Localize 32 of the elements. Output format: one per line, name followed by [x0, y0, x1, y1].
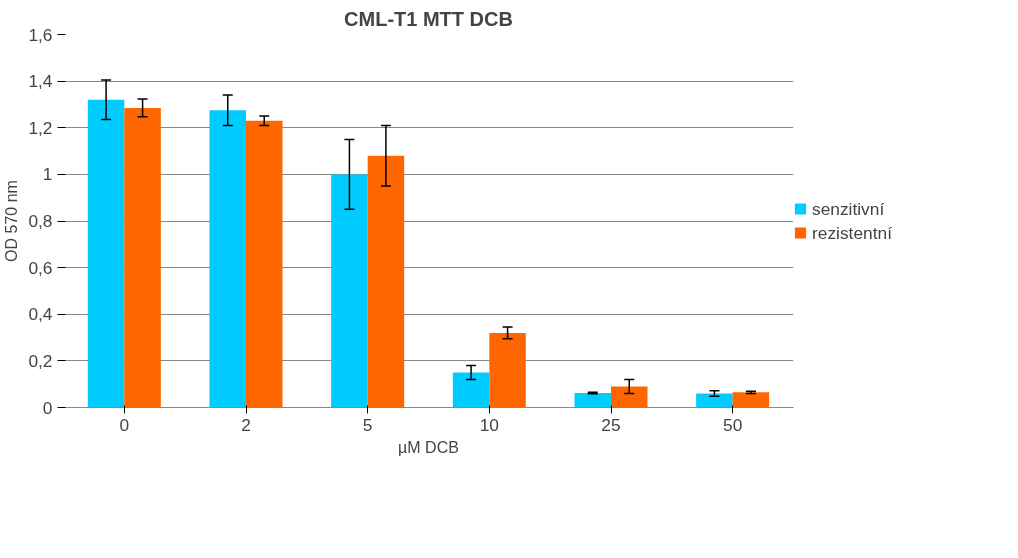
y-tick-label: 1,6: [28, 24, 53, 45]
bar: [209, 110, 246, 408]
x-tick-label: 10: [479, 414, 499, 435]
x-tick-label: 2: [241, 414, 251, 435]
bar: [124, 107, 161, 408]
legend-label: rezistentní: [812, 222, 892, 243]
x-tick-label: 25: [601, 414, 621, 435]
bar: [574, 393, 611, 408]
y-tick-label: 0,6: [28, 257, 53, 278]
y-tick-label: 0,2: [28, 350, 53, 371]
bar: [452, 372, 490, 408]
y-tick-label: 1: [42, 164, 53, 185]
x-tick-label: 5: [362, 414, 373, 435]
bar: [246, 120, 283, 408]
y-tick-label: 1,4: [28, 71, 53, 92]
bar: [489, 332, 526, 408]
x-tick-label: 50: [723, 414, 743, 435]
y-tick-label: 1,2: [28, 117, 53, 138]
bar: [87, 99, 125, 408]
x-axis-title: µM DCB: [398, 438, 459, 456]
y-axis-title: OD 570 nm: [3, 180, 21, 262]
x-tick-label: 0: [119, 414, 130, 435]
bar: [331, 174, 368, 408]
y-tick-label: 0,8: [28, 211, 53, 231]
legend-label: senzitivní: [812, 198, 885, 219]
y-tick-label: 0,4: [28, 304, 53, 325]
chart-title: CML-T1 MTT DCB: [344, 7, 513, 30]
bar: [367, 155, 405, 408]
bar: [611, 386, 648, 408]
bar: [732, 392, 770, 408]
bar: [696, 393, 733, 408]
y-tick-label: 0: [42, 397, 53, 418]
